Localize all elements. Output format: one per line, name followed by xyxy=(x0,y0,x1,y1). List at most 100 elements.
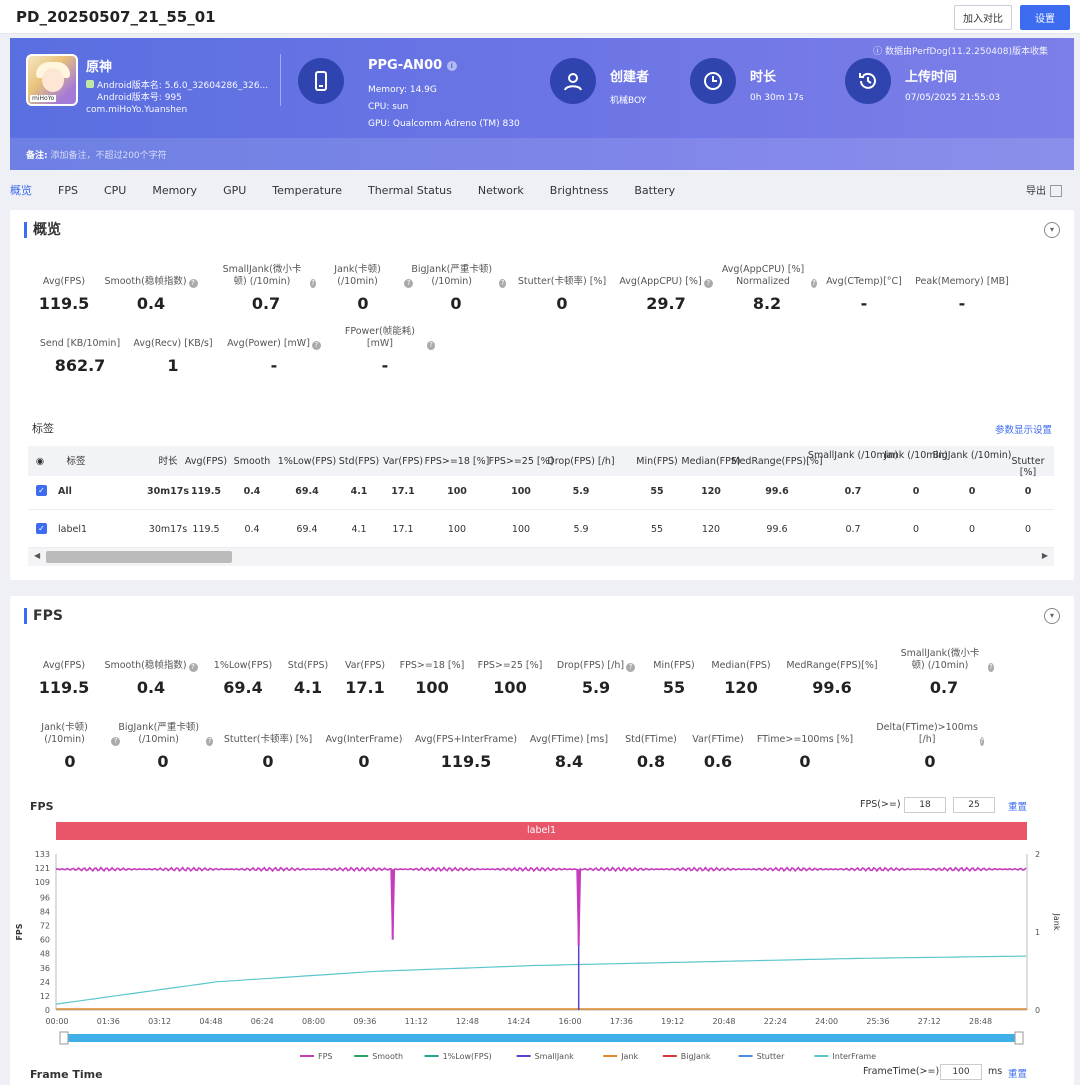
export-button[interactable]: 导出 xyxy=(1026,182,1062,197)
tab-overview[interactable]: 概览 xyxy=(10,184,32,197)
settings-button[interactable]: 设置 xyxy=(1020,5,1070,30)
reset-link[interactable]: 重置 xyxy=(1008,802,1028,813)
legend-item[interactable]: Smooth xyxy=(372,1052,403,1061)
param-settings-link[interactable]: 参数显示设置 xyxy=(994,425,1052,436)
tab-fps[interactable]: FPS xyxy=(58,183,78,197)
metric-label: Jank(卡顿) (/10min) xyxy=(41,722,88,745)
metric: Min(FPS) 55 xyxy=(624,648,724,697)
row-checkbox[interactable]: ✓ xyxy=(36,485,47,496)
y-tick-label: 60 xyxy=(40,936,50,945)
help-icon[interactable]: ? xyxy=(188,663,198,672)
table-row[interactable]: ✓ All 30m17s 119.5 0.4 69.4 4.1 17.1 100 100 5.9 55… xyxy=(28,472,1054,510)
tab-cpu[interactable]: CPU xyxy=(103,183,127,197)
legend-item[interactable]: 1%Low(FPS) xyxy=(443,1052,492,1061)
table-header-cell[interactable]: Smooth xyxy=(233,456,271,467)
table-row[interactable]: ✓ label1 30m17s 119.5 0.4 69.4 4.1 17.1 100 100 5.… xyxy=(28,510,1054,548)
frametime-reset-link[interactable]: 重置 xyxy=(1008,1069,1028,1080)
table-header-cell[interactable]: Median(FPS) xyxy=(681,456,741,467)
help-icon[interactable]: ? xyxy=(426,341,435,350)
table-header-cell[interactable]: 1%Low(FPS) xyxy=(277,456,337,467)
y2-tick-label: 2 xyxy=(1035,850,1040,859)
table-header-cell[interactable]: Min(FPS) xyxy=(636,456,678,467)
eye-icon[interactable]: ◉ xyxy=(35,456,45,467)
legend-item[interactable]: InterFrame xyxy=(832,1052,876,1061)
table-header-cell[interactable]: Drop(FPS) [/h] xyxy=(547,456,615,467)
metric-label: 1%Low(FPS) xyxy=(213,660,273,671)
legend-item[interactable]: BigJank xyxy=(681,1052,711,1061)
help-icon[interactable]: ? xyxy=(703,279,713,288)
scroll-thumb[interactable] xyxy=(46,551,232,563)
table-header-cell[interactable]: Var(FPS) xyxy=(382,456,424,467)
metric-value: - xyxy=(381,356,389,375)
help-icon[interactable]: ? xyxy=(188,279,198,288)
metric-label: Avg(AppCPU) [%] Normalized xyxy=(721,264,805,287)
threshold-input-2[interactable]: 25 xyxy=(953,797,995,813)
app-meta: Android版本名: 5.6.0_32604286_326... Androi… xyxy=(86,80,268,116)
tab-network[interactable]: Network xyxy=(477,183,524,197)
legend-item[interactable]: FPS xyxy=(318,1052,333,1061)
table-header-cell[interactable]: Avg(FPS) xyxy=(184,456,228,467)
phone-icon xyxy=(298,58,344,104)
table-header-cell[interactable]: FPS>=18 [%] xyxy=(424,456,490,467)
scroll-right-icon[interactable]: ▶ xyxy=(1041,551,1048,560)
help-icon[interactable]: ? xyxy=(111,737,120,746)
metric-label: Avg(Recv) [KB/s] xyxy=(133,338,213,349)
tab-memory[interactable]: Memory xyxy=(152,183,198,197)
legend-item[interactable]: Stutter xyxy=(757,1052,785,1061)
tab-temperature[interactable]: Temperature xyxy=(272,183,342,197)
scroll-left-icon[interactable]: ◀ xyxy=(34,551,41,560)
help-icon[interactable]: ? xyxy=(499,279,506,288)
label-bar[interactable]: label1 xyxy=(56,822,1027,840)
help-icon[interactable]: ? xyxy=(987,663,994,672)
metric-label: FPower(帧能耗) [mW] xyxy=(344,326,415,349)
table-header-cell[interactable]: SmallJank (/10min) xyxy=(807,450,899,461)
table-header-cell[interactable]: Jank (/10min) xyxy=(884,450,948,461)
metric-label: Avg(InterFrame) xyxy=(325,734,403,745)
help-icon[interactable]: ? xyxy=(811,279,817,288)
metric: Avg(FPS) 119.5 xyxy=(14,264,114,313)
fps-collapse-icon[interactable]: ▾ xyxy=(1044,608,1060,624)
tab-battery[interactable]: Battery xyxy=(634,183,676,197)
note-bar[interactable]: 备注: 添加备注，不超过200个字符 xyxy=(10,138,1074,170)
help-icon[interactable]: ? xyxy=(979,737,984,746)
help-icon[interactable]: ? xyxy=(626,663,636,672)
tab-thermal-status[interactable]: Thermal Status xyxy=(367,183,452,197)
table-header-cell[interactable]: 标签 xyxy=(66,456,86,467)
tab-brightness[interactable]: Brightness xyxy=(549,183,609,197)
metric-label: BigJank(严重卡顿) (/10min) xyxy=(411,264,493,287)
device-info-icon[interactable]: i xyxy=(446,60,457,71)
help-icon[interactable]: ? xyxy=(206,737,213,746)
y-tick-label: 72 xyxy=(40,922,50,931)
note-input[interactable]: 添加备注，不超过200个字符 xyxy=(50,151,167,161)
legend-item[interactable]: SmallJank xyxy=(535,1052,575,1061)
table-cell: 30m17s xyxy=(147,486,189,497)
x-tick-label: 08:00 xyxy=(302,1017,325,1026)
metric-value: 0.7 xyxy=(929,678,959,697)
help-icon[interactable]: ? xyxy=(311,341,321,350)
table-header-cell[interactable]: BigJank (/10min) xyxy=(932,450,1012,461)
y-tick-label: 36 xyxy=(40,964,50,973)
table-header-cell[interactable]: FPS>=25 [%] xyxy=(488,456,554,467)
device-cpu: CPU: sun xyxy=(368,102,409,112)
metric-label: FPS>=18 [%] xyxy=(399,660,465,671)
add-compare-button[interactable]: 加入对比 xyxy=(954,5,1012,30)
table-cell: 120 xyxy=(701,524,721,535)
collapse-icon[interactable]: ▾ xyxy=(1044,222,1060,238)
table-scrollbar[interactable]: ◀ ▶ xyxy=(28,548,1054,566)
tags-title: 标签 xyxy=(32,422,54,435)
legend-item[interactable]: Jank xyxy=(620,1052,638,1061)
threshold-input-1[interactable]: 18 xyxy=(904,797,946,813)
frametime-input[interactable]: 100 xyxy=(940,1064,982,1080)
table-header-cell[interactable]: Stutter [%] xyxy=(1011,456,1045,478)
row-checkbox[interactable]: ✓ xyxy=(36,523,47,534)
device-name: PPG-AN00 i xyxy=(368,58,457,73)
table-header-cell[interactable]: MedRange(FPS)[%] xyxy=(731,456,823,467)
x-tick-label: 14:24 xyxy=(507,1017,530,1026)
duration-label: 时长 xyxy=(750,70,777,85)
table-header-cell[interactable]: 时长 xyxy=(158,456,178,467)
tab-gpu[interactable]: GPU xyxy=(223,183,247,197)
metric: Avg(Power) [mW]? - xyxy=(224,326,324,375)
help-icon[interactable]: ? xyxy=(404,279,413,288)
help-icon[interactable]: ? xyxy=(309,279,316,288)
table-header-cell[interactable]: Std(FPS) xyxy=(338,456,380,467)
